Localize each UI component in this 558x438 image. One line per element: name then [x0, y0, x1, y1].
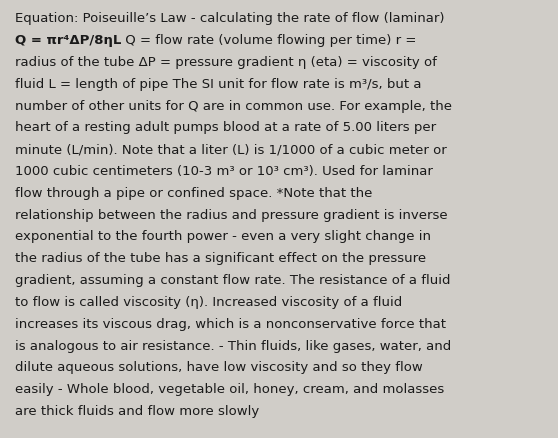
Text: is analogous to air resistance. - Thin fluids, like gases, water, and: is analogous to air resistance. - Thin f…	[15, 339, 451, 352]
Text: heart of a resting adult pumps blood at a rate of 5.00 liters per: heart of a resting adult pumps blood at …	[15, 121, 436, 134]
Text: gradient, assuming a constant flow rate. The resistance of a fluid: gradient, assuming a constant flow rate.…	[15, 273, 450, 286]
Text: to flow is called viscosity (η). Increased viscosity of a fluid: to flow is called viscosity (η). Increas…	[15, 295, 402, 308]
Text: easily - Whole blood, vegetable oil, honey, cream, and molasses: easily - Whole blood, vegetable oil, hon…	[15, 382, 444, 396]
Text: minute (L/min). Note that a liter (L) is 1/1000 of a cubic meter or: minute (L/min). Note that a liter (L) is…	[15, 143, 447, 156]
Text: flow through a pipe or confined space. *Note that the: flow through a pipe or confined space. *…	[15, 187, 372, 199]
Text: Equation: Poiseuille’s Law - calculating the rate of flow (laminar): Equation: Poiseuille’s Law - calculating…	[15, 12, 445, 25]
Text: increases its viscous drag, which is a nonconservative force that: increases its viscous drag, which is a n…	[15, 317, 446, 330]
Text: are thick fluids and flow more slowly: are thick fluids and flow more slowly	[15, 404, 259, 417]
Text: Q = πr⁴ΔP/8ηL: Q = πr⁴ΔP/8ηL	[15, 34, 122, 47]
Text: relationship between the radius and pressure gradient is inverse: relationship between the radius and pres…	[15, 208, 448, 221]
Text: the radius of the tube has a significant effect on the pressure: the radius of the tube has a significant…	[15, 252, 426, 265]
Text: number of other units for Q are in common use. For example, the: number of other units for Q are in commo…	[15, 99, 452, 112]
Text: dilute aqueous solutions, have low viscosity and so they flow: dilute aqueous solutions, have low visco…	[15, 360, 423, 374]
Text: exponential to the fourth power - even a very slight change in: exponential to the fourth power - even a…	[15, 230, 431, 243]
Text: 1000 cubic centimeters (10-3 m³ or 10³ cm³). Used for laminar: 1000 cubic centimeters (10-3 m³ or 10³ c…	[15, 165, 433, 178]
Text: Q = flow rate (volume flowing per time) r =: Q = flow rate (volume flowing per time) …	[122, 34, 417, 47]
Text: radius of the tube ΔP = pressure gradient η (eta) = viscosity of: radius of the tube ΔP = pressure gradien…	[15, 56, 437, 69]
Text: fluid L = length of pipe The SI unit for flow rate is m³/s, but a: fluid L = length of pipe The SI unit for…	[15, 78, 421, 91]
